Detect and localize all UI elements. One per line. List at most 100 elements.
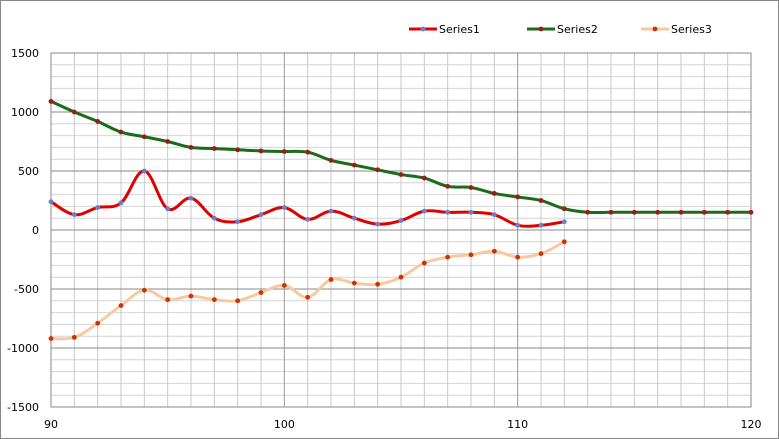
x-axis-tick-labels: 90 100 110 120 [44,418,762,431]
data-point-series-1 [95,205,101,210]
data-point-series-2 [188,145,194,150]
data-point-series-3 [235,298,241,304]
data-point-series-2 [95,119,101,124]
data-point-series-1 [468,209,474,215]
data-point-series-1 [305,216,311,222]
data-point-series-2 [351,162,357,168]
data-point-series-1 [118,200,124,206]
legend-item-series-3: Series3 [641,23,712,36]
data-point-series-1 [421,208,427,214]
data-point-series-2 [328,157,334,163]
data-point-series-1 [515,222,521,228]
y-tick-label: -1500 [7,401,39,414]
legend-swatch-marker [652,26,658,32]
data-point-series-2 [211,146,217,151]
legend-label: Series3 [671,23,712,36]
data-point-series-3 [421,260,427,266]
y-tick-label: 1000 [11,106,39,119]
data-point-series-2 [491,191,497,196]
data-point-series-3 [165,297,171,303]
y-tick-label: -1000 [7,342,39,355]
data-point-series-3 [48,336,54,341]
legend-label: Series1 [439,23,480,36]
data-point-series-3 [118,303,124,308]
data-point-series-3 [375,281,381,287]
plot-border [50,52,752,408]
legend-item-series-2: Series2 [527,23,598,36]
data-point-series-1 [71,212,77,218]
data-point-series-3 [188,293,194,299]
data-point-series-1 [165,206,171,212]
data-point-series-1 [328,208,334,214]
data-point-series-2 [655,209,661,215]
x-tick-label: 90 [44,418,58,431]
data-point-series-2 [71,109,77,115]
data-point-series-3 [468,252,474,258]
data-point-series-2 [258,148,264,154]
data-point-series-3 [258,290,264,295]
x-tick-label: 110 [507,418,528,431]
data-point-series-1 [375,221,381,227]
data-point-series-3 [71,334,77,340]
data-point-series-2 [281,149,287,154]
data-point-series-2 [538,198,544,203]
data-point-series-3 [398,274,404,280]
legend-label: Series2 [557,23,598,36]
data-point-series-2 [235,147,241,153]
data-point-series-1 [235,219,241,225]
y-tick-label: 0 [32,224,39,237]
x-tick-label: 100 [274,418,295,431]
data-point-series-3 [351,280,357,286]
data-point-series-2 [701,209,707,215]
data-point-series-2 [141,134,147,140]
data-point-series-1 [398,218,404,223]
data-point-series-2 [305,149,311,155]
data-point-series-2 [748,209,754,215]
data-point-series-1 [211,215,217,221]
data-point-series-2 [725,209,731,215]
data-point-series-3 [491,248,497,254]
data-point-series-1 [538,222,544,228]
data-point-series-1 [351,215,357,221]
data-point-series-3 [515,254,521,260]
legend-swatch-marker [538,26,544,32]
data-point-series-3 [328,277,334,282]
plot-frame [50,52,752,408]
legend-item-series-1: Series1 [409,23,480,36]
data-point-series-3 [445,254,451,260]
data-point-series-2 [421,175,427,181]
data-point-series-2 [445,183,451,189]
data-point-series-2 [608,209,614,215]
data-point-series-3 [538,251,544,256]
data-point-series-1 [141,168,147,174]
data-point-series-2 [561,206,567,212]
data-point-series-3 [95,320,101,326]
data-point-series-2 [375,167,381,173]
data-point-series-2 [515,194,521,200]
x-tick-label: 120 [741,418,762,431]
data-point-series-1 [491,212,497,218]
data-point-series-1 [258,212,264,218]
data-point-series-1 [561,219,567,225]
data-point-series-1 [188,195,194,201]
data-point-series-1 [281,205,287,210]
y-tick-label: 500 [18,165,39,178]
data-point-series-1 [48,199,54,205]
y-tick-label: 1500 [11,47,39,60]
data-point-series-3 [561,239,567,245]
series-markers [48,98,754,341]
y-tick-label: -500 [14,283,39,296]
data-point-series-2 [48,98,54,104]
data-point-series-3 [211,297,217,303]
legend: Series1 Series2 Series3 [409,23,712,36]
data-point-series-2 [398,172,404,177]
y-axis-tick-labels: -1500 -1000 -500 0 500 1000 1500 [7,47,39,414]
data-point-series-2 [468,185,474,190]
data-point-series-3 [141,287,147,293]
data-point-series-3 [305,294,311,300]
data-point-series-2 [678,209,684,215]
data-point-series-2 [585,209,591,215]
legend-swatch-marker [420,26,426,32]
